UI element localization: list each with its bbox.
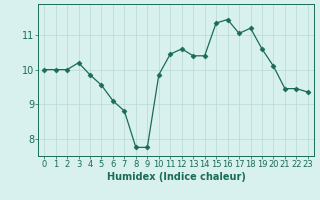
X-axis label: Humidex (Indice chaleur): Humidex (Indice chaleur) — [107, 172, 245, 182]
